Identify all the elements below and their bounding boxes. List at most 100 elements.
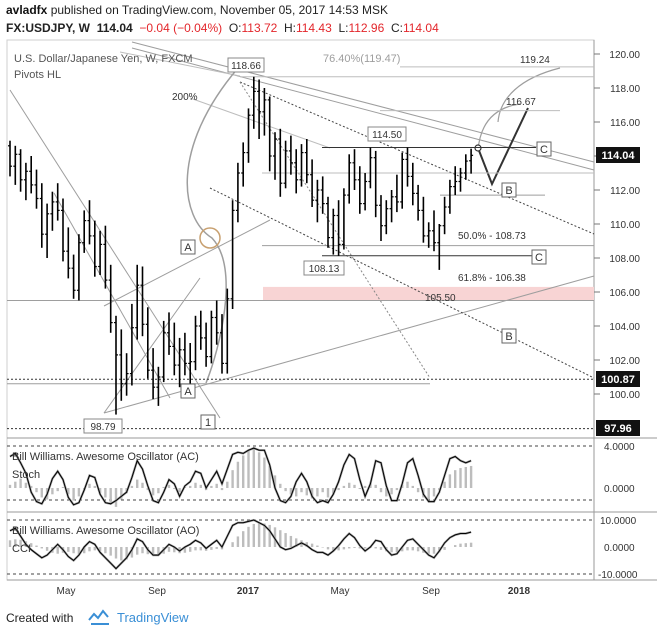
ohlc-bar — [198, 310, 203, 350]
ohlc-bar — [45, 203, 50, 258]
ohlc-bar — [246, 108, 251, 163]
target-119-label: 119.24 — [520, 55, 550, 66]
osc-signal-line — [9, 447, 472, 506]
ohlc-bar — [98, 230, 103, 275]
ohlc-bar — [140, 266, 145, 337]
y-tick-label: 102.00 — [609, 356, 640, 367]
ohlc-bar — [172, 322, 177, 376]
publish-text: published on TradingView.com, November 0… — [50, 3, 389, 17]
ohlc-bar — [230, 200, 235, 309]
ohlc-bar — [87, 200, 92, 245]
ohlc-bar — [214, 300, 219, 345]
fan-line-2 — [119, 51, 241, 77]
ohlc-bar — [182, 332, 187, 376]
projection-arc-1 — [477, 103, 521, 151]
tradingview-logo-icon[interactable] — [88, 608, 112, 626]
wave-label-c-lower[interactable]: C — [531, 249, 547, 265]
ohlc-bar — [129, 303, 134, 386]
svg-text:C: C — [540, 144, 548, 156]
osc1-title: Bill Williams. Awesome Oscillator (AC) — [12, 451, 199, 463]
annotation-low[interactable]: 98.79 — [83, 418, 123, 434]
symbol-name: FX:USDJPY, W — [6, 21, 91, 35]
y-tick-label: 118.00 — [610, 84, 640, 95]
indicator-legend: Pivots HL — [14, 69, 61, 81]
svg-text:C: C — [535, 252, 543, 264]
svg-text:B: B — [505, 185, 512, 197]
ohlc-bar — [432, 210, 436, 252]
ohlc-bar — [341, 188, 346, 250]
fib-618-label: 61.8% - 106.38 — [458, 273, 526, 284]
wave-label-c-upper[interactable]: C — [536, 141, 552, 157]
ohlc-bar — [251, 76, 256, 129]
ohlc-bar — [119, 329, 124, 401]
ohlc-bar — [23, 162, 28, 201]
price-change: −0.04 (−0.04%) — [139, 21, 223, 35]
ohlc-bar — [34, 169, 39, 209]
level-tag-97: 97.96 — [596, 420, 640, 436]
ohlc-bar — [55, 183, 60, 221]
ohlc-bar — [8, 140, 12, 177]
fib-50-label: 50.0% - 108.73 — [458, 231, 526, 242]
ohlc-bar — [373, 150, 378, 218]
annotation-pivot-low[interactable]: 108.13 — [303, 260, 345, 276]
ohlc-bar — [384, 200, 389, 235]
y-tick-label: 104.00 — [609, 322, 640, 333]
chart-header: avladfx published on TradingView.com, No… — [0, 0, 657, 38]
fib-76-label: 76.40%(119.47) — [323, 53, 400, 65]
ohlc-bar — [352, 149, 357, 190]
y-tick-label: 108.00 — [609, 254, 640, 265]
annotation-pivot-mid[interactable]: 114.50 — [367, 126, 407, 142]
wave-label-a-lower[interactable]: A — [180, 383, 196, 399]
harmonic-arc — [186, 67, 239, 384]
chart-canvas[interactable]: 100.00 102.00 104.00 106.00 108.00 110.00 112.… — [0, 38, 657, 600]
ohlc-bar — [304, 139, 309, 184]
osc2-tick-bottom: -10.0000 — [598, 570, 638, 581]
x-tick-label: May — [57, 586, 76, 597]
ohlc-bar — [389, 190, 394, 223]
y-tick-label: 116.00 — [610, 118, 640, 129]
left-channel-line-b — [53, 192, 171, 399]
ohlc-bar — [71, 254, 76, 299]
ohlc-bar — [267, 96, 272, 172]
ohlc-bar — [336, 200, 341, 256]
annotation-high[interactable]: 118.66 — [227, 57, 265, 73]
ohlc-bar — [66, 227, 71, 279]
x-tick-label: 2017 — [237, 586, 260, 597]
ohlc-bar — [18, 149, 23, 192]
y-tick-label: 110.00 — [610, 220, 640, 231]
ohlc-bar — [394, 174, 399, 213]
oscillator-pane-ac — [7, 445, 594, 507]
wave-label-1[interactable]: 1 — [200, 414, 216, 430]
author-name[interactable]: avladfx — [6, 3, 48, 17]
ohlc-bar — [357, 166, 362, 214]
fib-zone-red — [263, 286, 594, 301]
ohlc-bar — [326, 196, 330, 248]
wave-label-b-upper[interactable]: B — [501, 182, 517, 198]
ohlc-bar — [310, 159, 315, 207]
ohlc-bar — [188, 343, 193, 386]
osc-signal-line — [9, 519, 472, 570]
ohlc-bar — [347, 154, 352, 204]
tradingview-link[interactable]: TradingView — [117, 610, 189, 625]
ohlc-bar — [204, 322, 209, 367]
level-105-label: 105.50 — [425, 293, 456, 304]
publish-line: avladfx published on TradingView.com, No… — [6, 3, 388, 17]
osc2-tick-top: 10.0000 — [600, 516, 637, 527]
ohlc-bar — [453, 166, 458, 196]
chart-frame — [6, 39, 595, 581]
ohlc-open-label: O: — [228, 21, 242, 35]
ohlc-bar — [416, 184, 421, 221]
projected-path — [477, 107, 529, 187]
dotted-projection — [239, 81, 431, 379]
ohlc-bar — [379, 195, 383, 241]
ohlc-bar — [294, 149, 299, 194]
wave-label-b-lower[interactable]: B — [501, 328, 517, 344]
ohlc-bar — [156, 366, 161, 406]
svg-text:118.66: 118.66 — [231, 61, 261, 72]
ohlc-low-value: 112.96 — [348, 21, 385, 35]
ohlc-bar — [103, 225, 108, 289]
chart-legend-title: U.S. Dollar/Japanese Yen, W, FXCM — [14, 53, 193, 65]
ohlc-bar — [262, 88, 267, 136]
ohlc-bar — [209, 310, 214, 364]
wave-label-a-upper[interactable]: A — [180, 239, 196, 255]
